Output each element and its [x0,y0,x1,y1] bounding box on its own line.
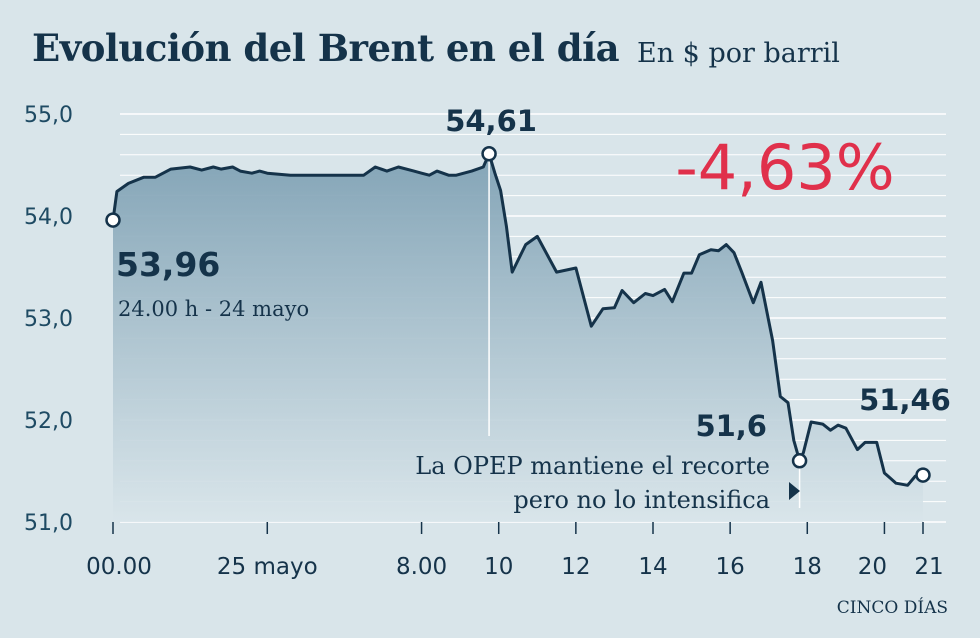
annotation-low-value: 51,6 [695,409,767,443]
series-area [113,153,923,523]
x-tick-label: 25 mayo [217,554,318,580]
source-credit: CINCO DÍAS [836,598,948,618]
x-tick-label: 21 [914,554,943,580]
x-tick-label: 12 [561,554,590,580]
change-percentage: -4,63% [675,131,894,204]
y-tick-label: 51,0 [24,511,73,536]
annotation-start-value: 53,96 [116,245,220,284]
x-tick-label: 8.00 [396,554,447,580]
annotation-end-value: 51,46 [859,383,951,417]
x-tick-label: 20 [858,554,887,580]
annotation-note-line2: pero no lo intensifica [513,486,770,514]
data-point-marker [915,467,931,483]
x-tick-label: 10 [484,554,513,580]
x-tick-label: 16 [716,554,745,580]
annotation-peak-value: 54,61 [445,104,537,138]
y-tick-label: 55,0 [24,103,73,128]
data-point-marker [105,212,121,228]
annotation-start-time: 24.00 h - 24 mayo [118,297,309,321]
y-tick-label: 54,0 [24,205,73,230]
y-tick-label: 52,0 [24,409,73,434]
x-tick-label: 14 [638,554,667,580]
chart-title: Evolución del Brent en el día [32,26,620,70]
chart-subtitle: En $ por barril [637,38,840,69]
series-line [111,152,925,487]
x-tick-label: 00.00 [86,554,152,580]
annotation-note-arrow [789,482,800,500]
y-tick-label: 53,0 [24,307,73,332]
x-tick-label: 18 [793,554,822,580]
data-point-marker [791,453,808,469]
data-point-marker [481,146,497,162]
annotation-note-line1: La OPEP mantiene el recorte [415,452,770,480]
